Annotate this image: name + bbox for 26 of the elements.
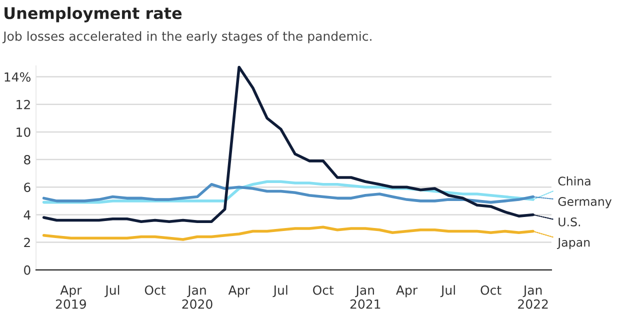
chart-title: Unemployment rate (4, 6, 182, 22)
y-tick-label: 14% (4, 72, 30, 82)
legend-label: Germany (558, 197, 612, 208)
y-tick-label: 6 (24, 182, 30, 192)
x-tick-label: Jan 2020 (182, 286, 212, 309)
x-tick-label: Apr (396, 286, 418, 298)
x-tick-label: Jan 2022 (518, 286, 548, 309)
x-tick-label: Oct (144, 285, 166, 295)
legend-label: U.S. (558, 217, 580, 226)
x-tick-label: Apr 2019 (56, 286, 86, 309)
x-tick-label: Apr (228, 286, 250, 298)
x-tick-label: Oct (480, 285, 502, 295)
x-tick-label: Jan 2021 (350, 286, 380, 309)
y-tick-label: 10 (16, 127, 30, 137)
y-tick-label: 12 (16, 100, 30, 110)
y-tick-label: 2 (24, 238, 30, 248)
x-tick-label: Jul (104, 285, 120, 298)
text: China (558, 176, 590, 186)
x-tick-label: Oct (313, 285, 334, 295)
y-tick-label: 8 (24, 155, 30, 164)
chart-subtitle: Job losses accelerated in the early stages of the pandemic. (2, 31, 372, 44)
x-tick-label: Jul (440, 285, 455, 298)
y-tick-label: 4 (24, 210, 30, 220)
y-tick-label: 0 (24, 265, 30, 275)
x-tick-label: Jul (272, 285, 288, 298)
text: Japan (557, 238, 590, 250)
